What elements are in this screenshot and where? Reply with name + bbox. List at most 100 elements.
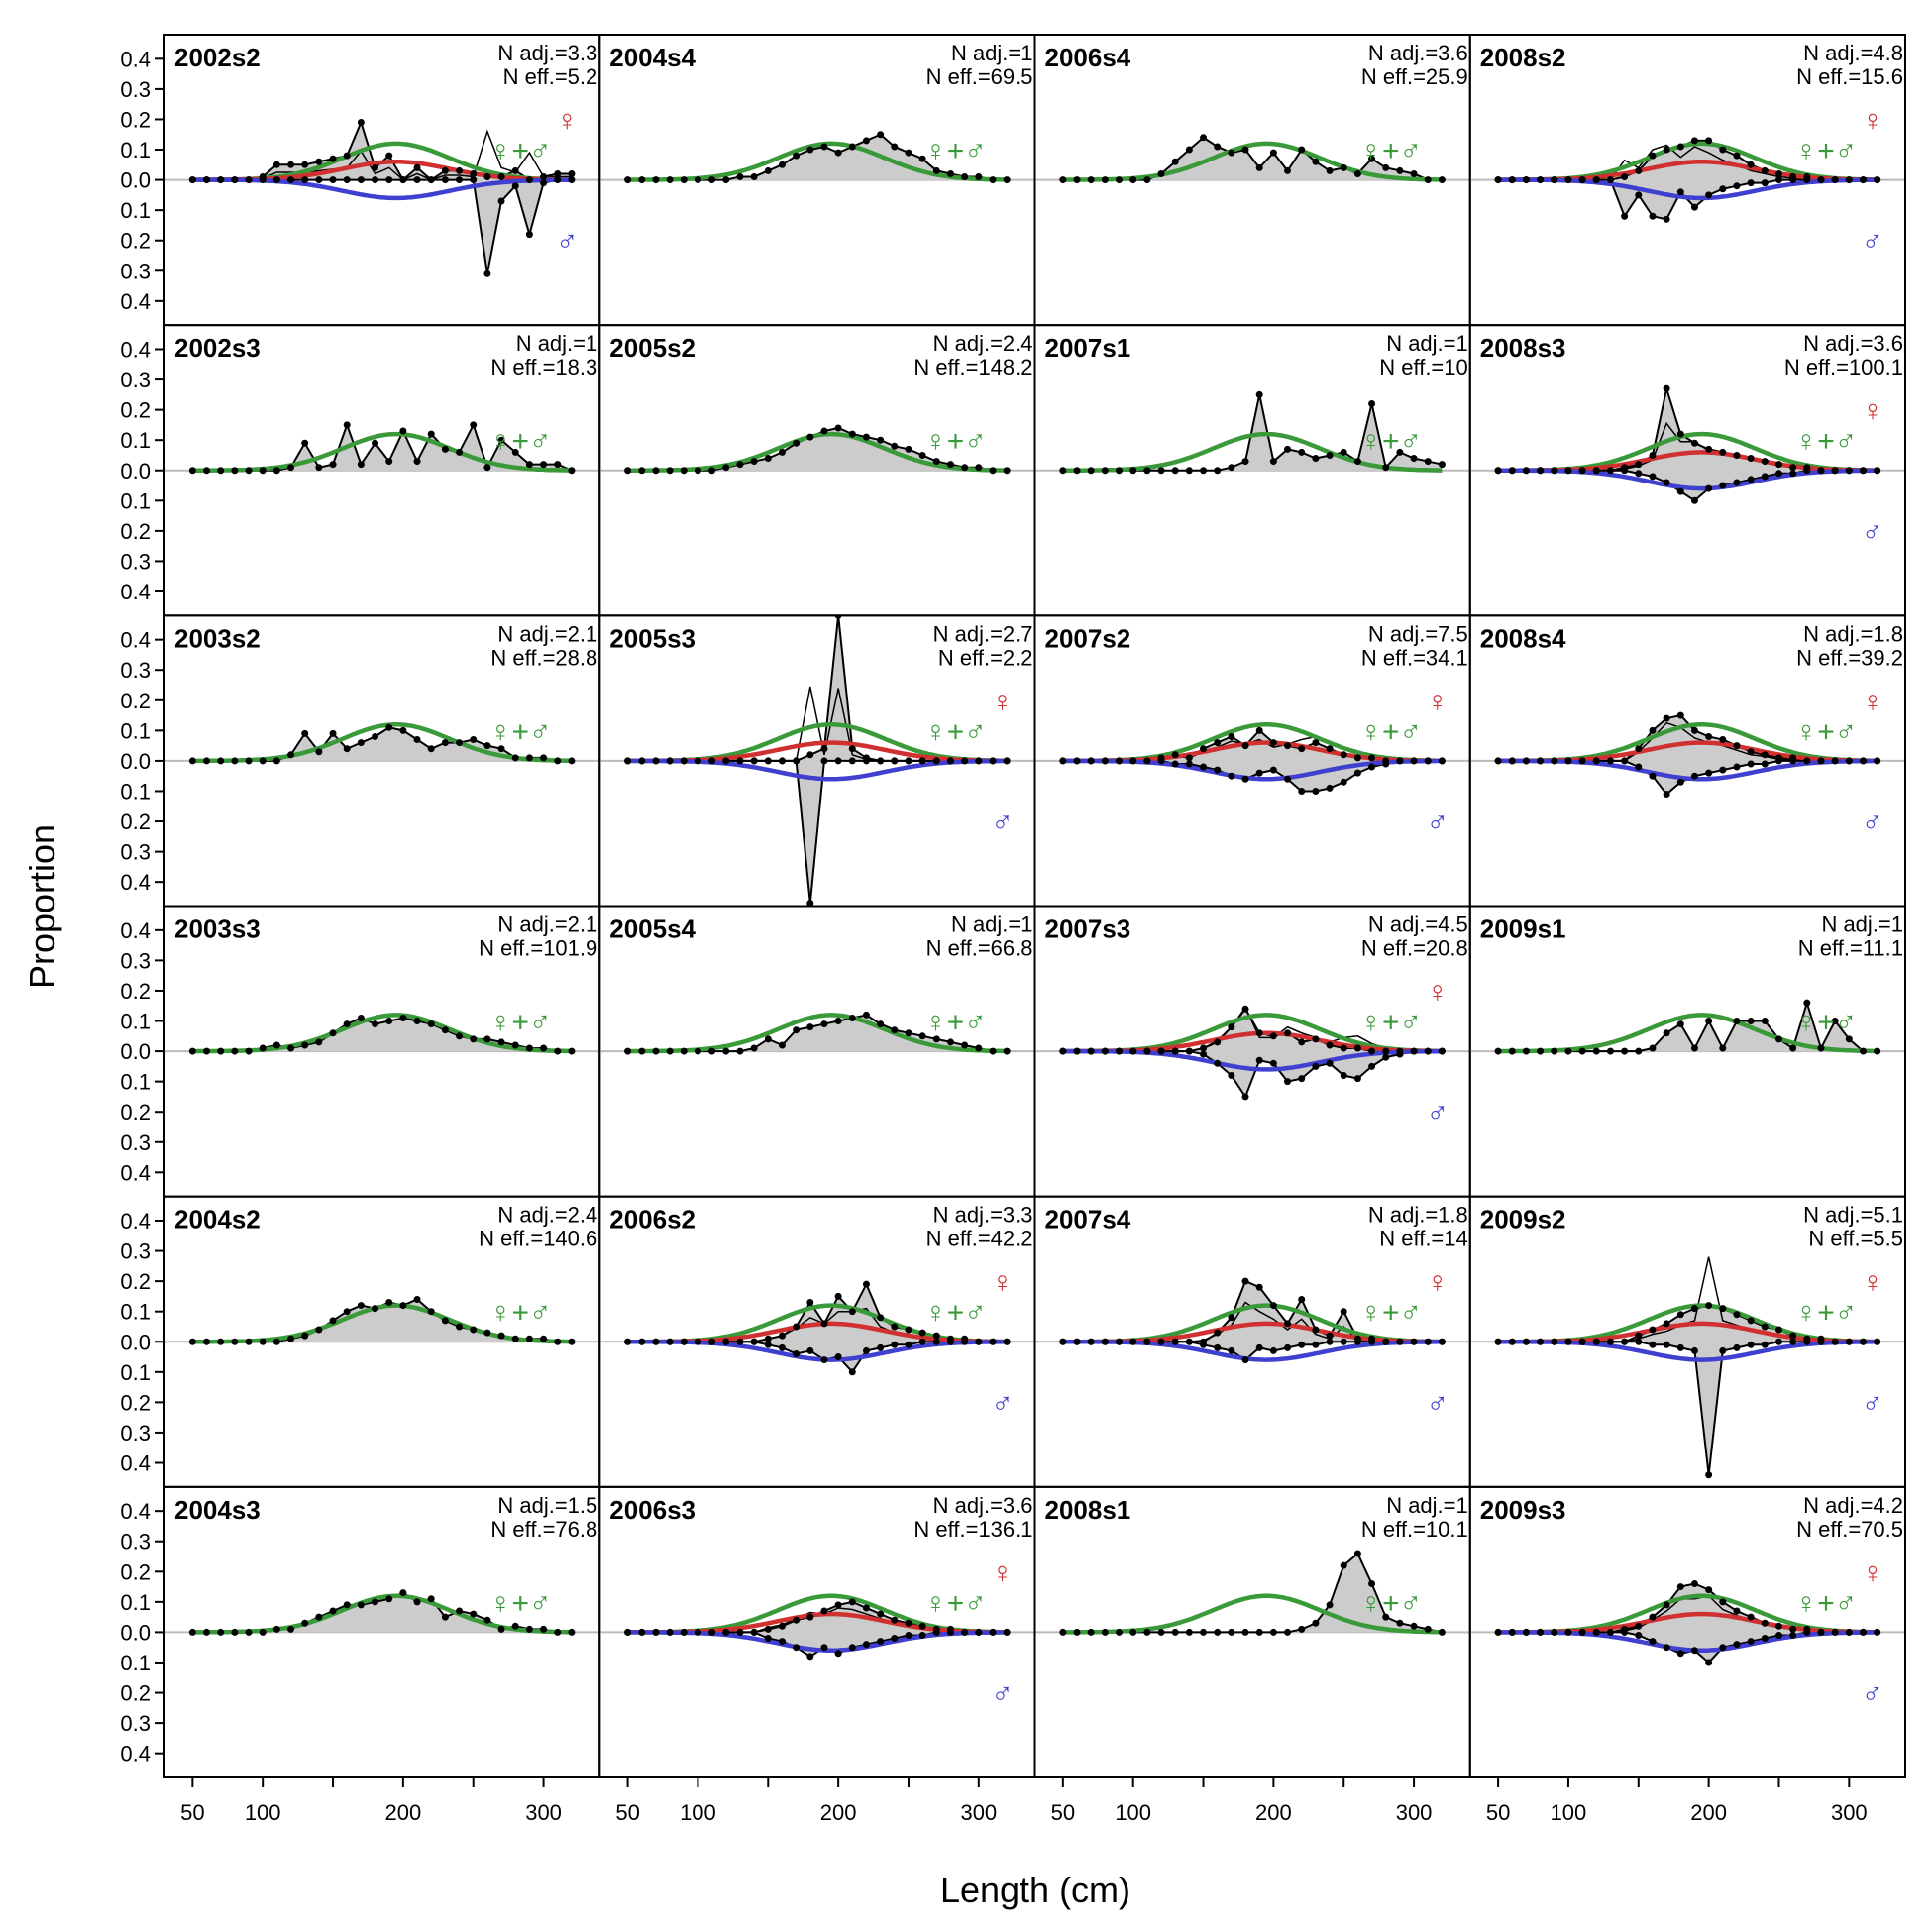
observed-male-point <box>1676 778 1684 786</box>
observed-male-point <box>1649 772 1657 780</box>
observed-male-point <box>624 1628 632 1636</box>
expected-male-curve <box>1498 758 1878 782</box>
observed-point <box>357 461 365 469</box>
x-tick-label: 300 <box>960 1800 997 1825</box>
observed-point <box>217 1628 225 1636</box>
panel-title: 2006s3 <box>609 1495 696 1525</box>
panel-2008s4: 2008s4 N adj.=1.8N eff.=39.2 ♀+♂♀ ♂ <box>1468 614 1906 908</box>
observed-point <box>245 1047 253 1055</box>
observed-female-point <box>1269 1032 1277 1040</box>
observed-point <box>1255 390 1263 398</box>
observed-female-point <box>862 1280 870 1288</box>
observed-male-point <box>961 757 969 765</box>
expected-combined-curve <box>192 1303 572 1344</box>
panel-title: 2003s3 <box>174 914 261 944</box>
observed-male-point <box>1705 1659 1713 1666</box>
observed-point <box>1705 1018 1713 1025</box>
observed-point <box>272 757 280 765</box>
observed-point <box>259 467 267 475</box>
observed-male-point <box>1606 1338 1614 1345</box>
observed-female-point <box>905 1326 912 1334</box>
observed-male-point <box>1831 757 1839 765</box>
panel-title: 2009s1 <box>1480 914 1566 944</box>
observed-male-point <box>497 197 505 205</box>
observed-male-point <box>343 176 351 184</box>
y-tick-label: 0.1 <box>120 428 151 453</box>
observed-female-point <box>1255 1029 1263 1037</box>
observed-male-point <box>1551 757 1558 765</box>
panel-2003s3: 2003s3 N adj.=2.1N eff.=101.9 ♀+♂ <box>163 905 601 1198</box>
male-symbol: ♂ <box>1862 1678 1884 1711</box>
observed-male-point <box>1663 1341 1670 1348</box>
observed-point <box>399 1302 407 1310</box>
observed-female-point <box>918 1622 926 1630</box>
observed-female-point <box>1269 739 1277 747</box>
observed-point <box>778 161 786 168</box>
observed-point <box>540 1625 548 1633</box>
observed-point <box>975 173 983 181</box>
panel-border <box>1468 1485 1906 1779</box>
observed-male-point <box>1171 1047 1179 1055</box>
observed-point <box>385 1018 393 1025</box>
observed-male-point <box>1129 1047 1137 1055</box>
observed-male-point <box>1635 1631 1643 1639</box>
observed-female-point <box>1747 455 1755 463</box>
observed-male-point <box>1719 482 1727 489</box>
x-tick-label: 200 <box>385 1800 422 1825</box>
observed-female-fill <box>1498 715 1878 761</box>
observed-point <box>568 1047 576 1055</box>
observed-point <box>1438 461 1446 469</box>
panel-title: 2007s4 <box>1045 1205 1131 1234</box>
expected-combined-curve <box>627 141 1008 182</box>
observed-male-point <box>1690 772 1698 780</box>
observed-female-point <box>1705 1302 1713 1310</box>
observed-point <box>525 1044 533 1052</box>
observed-point <box>259 757 267 765</box>
observed-male-point <box>1564 176 1572 184</box>
n-eff-label: N eff.=10.1 <box>1361 1517 1468 1542</box>
y-tick-label: 0.3 <box>120 1239 151 1264</box>
observed-male-point <box>1761 1341 1769 1348</box>
observed-male-point <box>1353 769 1361 777</box>
observed-female-point <box>1635 745 1643 753</box>
n-eff-label: N eff.=5.2 <box>503 64 598 89</box>
unsexed-symbol: ♀+♂ <box>1359 425 1422 458</box>
observed-female-point <box>877 1314 885 1322</box>
y-tick-label: 0.2 <box>120 1269 151 1294</box>
observed-point <box>427 430 435 438</box>
expected-male-curve <box>192 177 572 201</box>
observed-female-point <box>1747 161 1755 168</box>
panel-2006s2: 2006s2 N adj.=3.3N eff.=42.2 ♀+♂♀ ♂ <box>598 1195 1036 1488</box>
observed-point <box>708 467 716 475</box>
observed-male-point <box>918 1338 926 1345</box>
observed-female-point <box>1761 166 1769 174</box>
observed-male-point <box>1143 1338 1151 1345</box>
observed-male-point <box>1859 176 1867 184</box>
observed-male-point <box>315 176 323 184</box>
observed-male-point <box>511 182 519 190</box>
observed-point <box>652 1047 660 1055</box>
observed-point <box>1284 1628 1292 1636</box>
n-eff-label: N eff.=76.8 <box>490 1517 597 1542</box>
observed-female-point <box>1747 1317 1755 1325</box>
n-adj-label: N adj.=5.1 <box>1803 1203 1903 1228</box>
observed-point <box>525 461 533 469</box>
observed-point <box>441 1317 449 1325</box>
observed-female-point <box>1340 751 1347 759</box>
observed-point <box>1789 1044 1797 1052</box>
observed-female-fill <box>1498 1583 1878 1633</box>
observed-point <box>497 745 505 753</box>
observed-point <box>1719 1044 1727 1052</box>
observed-male-point <box>1396 757 1404 765</box>
expected-male-curve <box>627 1340 1008 1362</box>
observed-female-point <box>1214 1038 1222 1046</box>
observed-point <box>315 1038 323 1046</box>
observed-male-point <box>1733 1343 1741 1351</box>
observed-female-point <box>764 1335 772 1342</box>
observed-male-point <box>1663 791 1670 799</box>
observed-male-point <box>1719 1644 1727 1652</box>
observed-point <box>722 464 730 472</box>
observed-point <box>343 1308 351 1316</box>
observed-point <box>820 1020 828 1028</box>
observed-male-point <box>1831 1628 1839 1636</box>
